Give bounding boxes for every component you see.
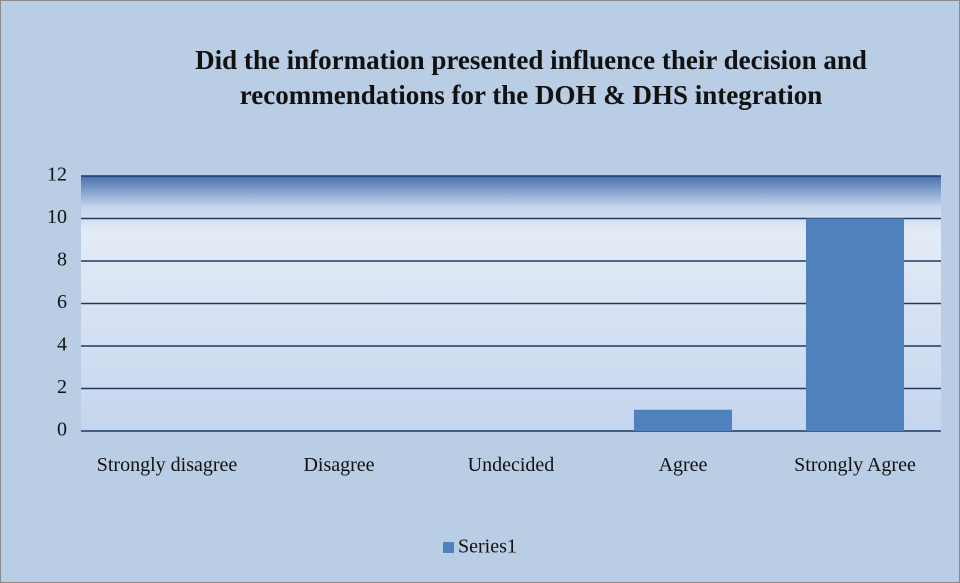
y-tick-label: 8: [57, 249, 67, 271]
y-tick-label: 10: [47, 206, 67, 228]
legend-swatch: [443, 542, 454, 553]
bar: [805, 218, 905, 431]
bar: [633, 409, 733, 431]
y-tick-label: 4: [57, 334, 67, 356]
y-tick-label: 6: [57, 291, 67, 313]
x-tick-label: Strongly disagree: [96, 454, 238, 476]
x-tick-label: Undecided: [467, 454, 555, 476]
y-tick-label: 0: [57, 419, 67, 441]
legend-label: Series1: [458, 536, 517, 558]
x-tick-label: Agree: [658, 454, 708, 476]
x-tick-label: Disagree: [303, 454, 375, 476]
x-tick-label: Strongly Agree: [794, 454, 916, 476]
chart-title: Did the information presented influence …: [195, 45, 867, 110]
y-tick-label: 12: [47, 164, 67, 186]
y-tick-label: 2: [57, 376, 67, 398]
